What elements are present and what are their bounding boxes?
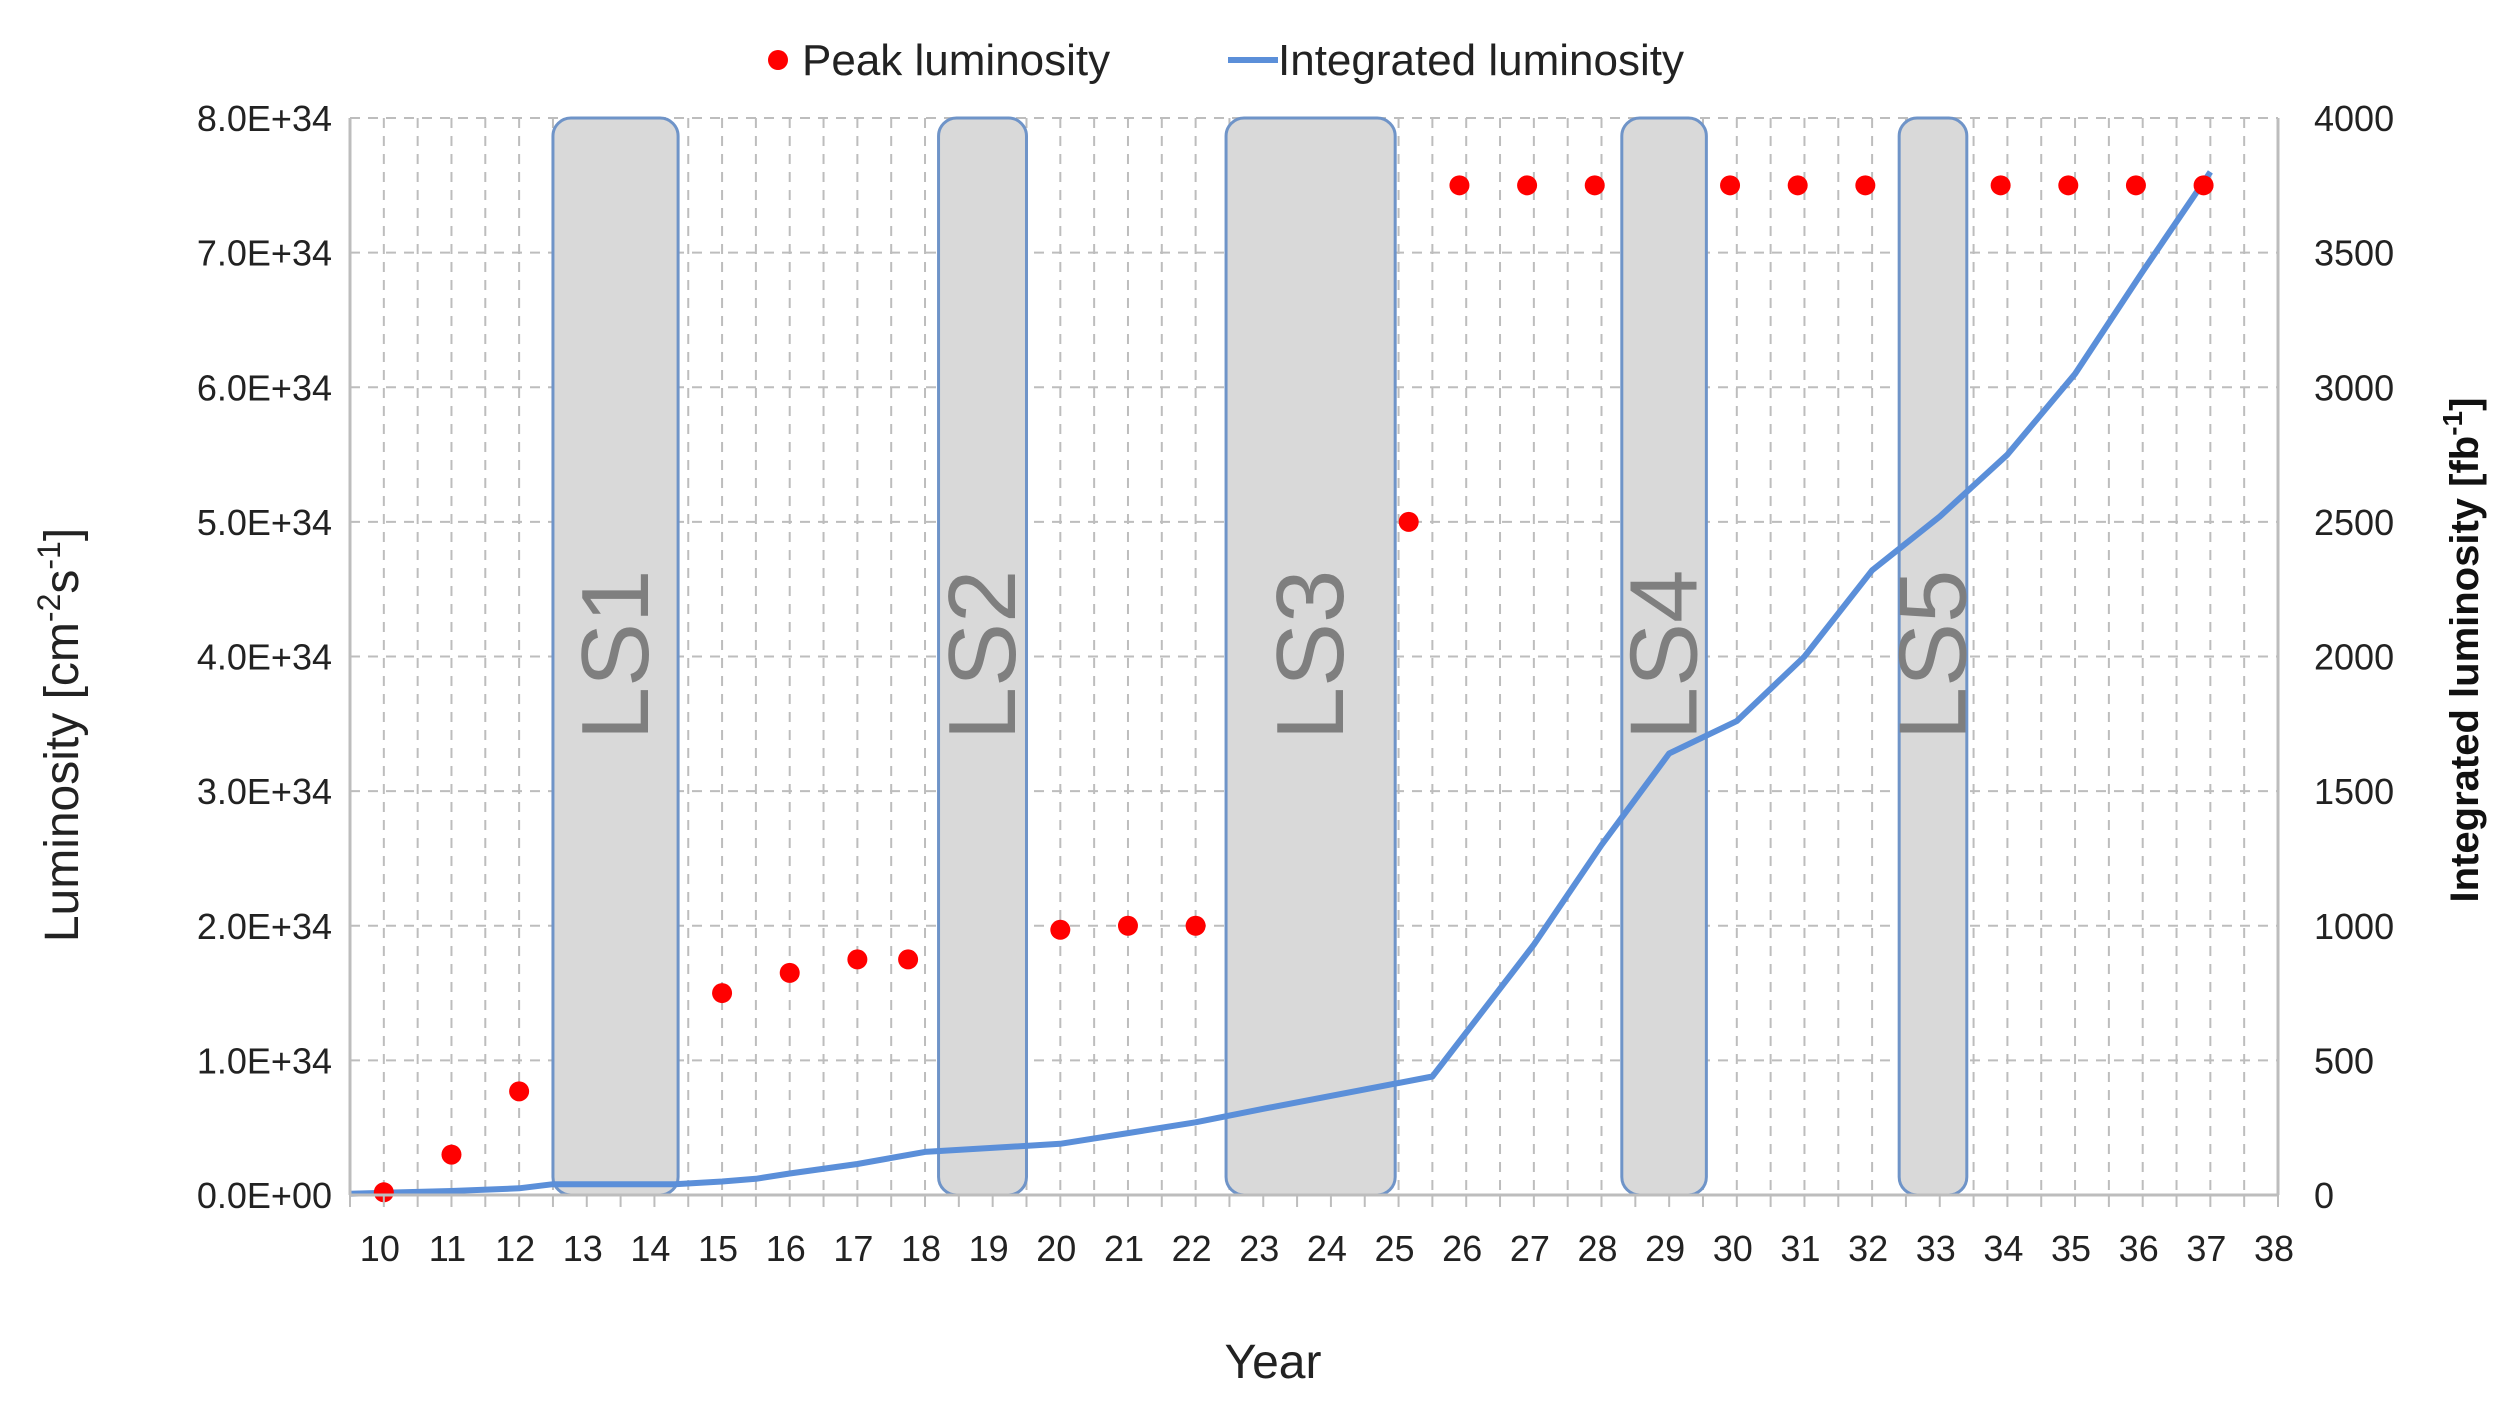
peak-luminosity-point-9: [1185, 915, 1206, 936]
shutdown-label-ls5: LS5: [1879, 570, 1986, 741]
peak-luminosity-point-0: [373, 1182, 394, 1203]
y-right-axis-title: Integrated luminosity [fb-1]: [2437, 398, 2487, 903]
peak-luminosity-point-19: [2125, 175, 2146, 196]
integrated-luminosity-line: [349, 170, 2213, 1197]
y-left-axis-title: Luminosity [cm-2s-1]: [31, 528, 89, 942]
shutdown-label-ls4: LS4: [1611, 570, 1718, 741]
peak-luminosity-point-7: [1050, 919, 1071, 940]
x-tick-label: 12: [495, 1228, 535, 1269]
x-tick-label: 14: [630, 1228, 670, 1269]
peak-luminosity-point-4: [779, 962, 800, 983]
x-tick-label: 36: [2119, 1228, 2159, 1269]
x-axis-title: Year: [1225, 1336, 1322, 1389]
x-tick-label: 11: [429, 1228, 466, 1269]
peak-luminosity-point-12: [1517, 175, 1538, 196]
x-tick-label: 25: [1375, 1228, 1415, 1269]
x-tick-label: 29: [1645, 1228, 1685, 1269]
y-right-tick-label: 4000: [2314, 98, 2394, 139]
x-tick-label: 38: [2254, 1228, 2294, 1269]
shutdown-label-ls1: LS1: [562, 570, 669, 741]
x-tick-label: 16: [766, 1228, 806, 1269]
x-tick-label: 20: [1036, 1228, 1076, 1269]
peak-luminosity-point-8: [1117, 915, 1138, 936]
tick-labels: 0.0E+00 1.0E+34 2.0E+34 3.0E+34 4.0E+34 5.0E+…: [197, 98, 2394, 1269]
legend-peak-marker: [768, 50, 788, 70]
y-left-tick-label: 1.0E+34: [197, 1040, 332, 1081]
y-left-tick-label: 7.0E+34: [197, 233, 332, 274]
peak-luminosity-point-10: [1398, 511, 1419, 532]
x-tick-label: 18: [901, 1228, 941, 1269]
peak-luminosity-point-13: [1584, 175, 1605, 196]
y-left-tick-label: 5.0E+34: [197, 502, 332, 543]
shutdown-periods: LS1 LS2 LS3 LS4 LS5: [551, 116, 1986, 1197]
axes: [348, 118, 2280, 1207]
x-tick-label: 31: [1780, 1228, 1820, 1269]
peak-luminosity-point-3: [712, 983, 733, 1004]
y-left-tick-label: 0.0E+00: [197, 1175, 332, 1216]
x-tick-label: 37: [2186, 1228, 2226, 1269]
y-left-tick-label: 3.0E+34: [197, 771, 332, 812]
peak-luminosity-point-11: [1449, 175, 1470, 196]
x-tick-label: 30: [1713, 1228, 1753, 1269]
x-tick-label: 13: [563, 1228, 603, 1269]
integrated-luminosity-series: [349, 170, 2213, 1197]
x-tick-label: 22: [1172, 1228, 1212, 1269]
x-tick-label: 15: [698, 1228, 738, 1269]
x-tick-label: 17: [833, 1228, 873, 1269]
peak-luminosity-point-18: [2058, 175, 2079, 196]
peak-luminosity-point-5: [847, 949, 868, 970]
peak-luminosity-point-6: [898, 949, 919, 970]
y-right-tick-label: 3500: [2314, 233, 2394, 274]
peak-luminosity-point-20: [2193, 175, 2214, 196]
peak-luminosity-series: [373, 175, 2214, 1203]
y-right-tick-label: 2000: [2314, 637, 2394, 678]
x-tick-label: 27: [1510, 1228, 1550, 1269]
shutdown-label-ls3: LS3: [1257, 570, 1364, 741]
peak-luminosity-point-15: [1787, 175, 1808, 196]
y-right-tick-label: 2500: [2314, 502, 2394, 543]
legend: Peak luminosity Integrated luminosity: [768, 36, 1684, 85]
x-tick-label: 35: [2051, 1228, 2091, 1269]
peak-luminosity-point-1: [441, 1144, 462, 1165]
peak-luminosity-point-2: [509, 1081, 530, 1102]
x-tick-label: 26: [1442, 1228, 1482, 1269]
legend-integrated-label: Integrated luminosity: [1278, 36, 1684, 85]
x-tick-label: 10: [360, 1228, 400, 1269]
peak-luminosity-point-17: [1990, 175, 2011, 196]
x-tick-label: 28: [1577, 1228, 1617, 1269]
y-left-tick-label: 6.0E+34: [197, 367, 332, 408]
y-left-tick-label: 8.0E+34: [197, 98, 332, 139]
x-tick-label: 23: [1239, 1228, 1279, 1269]
x-tick-label: 33: [1916, 1228, 1956, 1269]
y-right-tick-label: 3000: [2314, 367, 2394, 408]
peak-luminosity-point-14: [1720, 175, 1741, 196]
y-left-tick-label: 4.0E+34: [197, 637, 332, 678]
y-right-tick-label: 500: [2314, 1040, 2374, 1081]
x-tick-label: 19: [969, 1228, 1009, 1269]
y-right-tick-label: 1500: [2314, 771, 2394, 812]
x-tick-label: 32: [1848, 1228, 1888, 1269]
x-tick-label: 21: [1104, 1228, 1144, 1269]
y-right-tick-label: 0: [2314, 1175, 2334, 1216]
x-tick-label: 24: [1307, 1228, 1347, 1269]
shutdown-label-ls2: LS2: [929, 570, 1036, 741]
y-right-tick-label: 1000: [2314, 906, 2394, 947]
y-left-tick-label: 2.0E+34: [197, 906, 332, 947]
peak-luminosity-point-16: [1855, 175, 1876, 196]
x-tick-label: 34: [1983, 1228, 2023, 1269]
legend-peak-label: Peak luminosity: [802, 36, 1110, 85]
